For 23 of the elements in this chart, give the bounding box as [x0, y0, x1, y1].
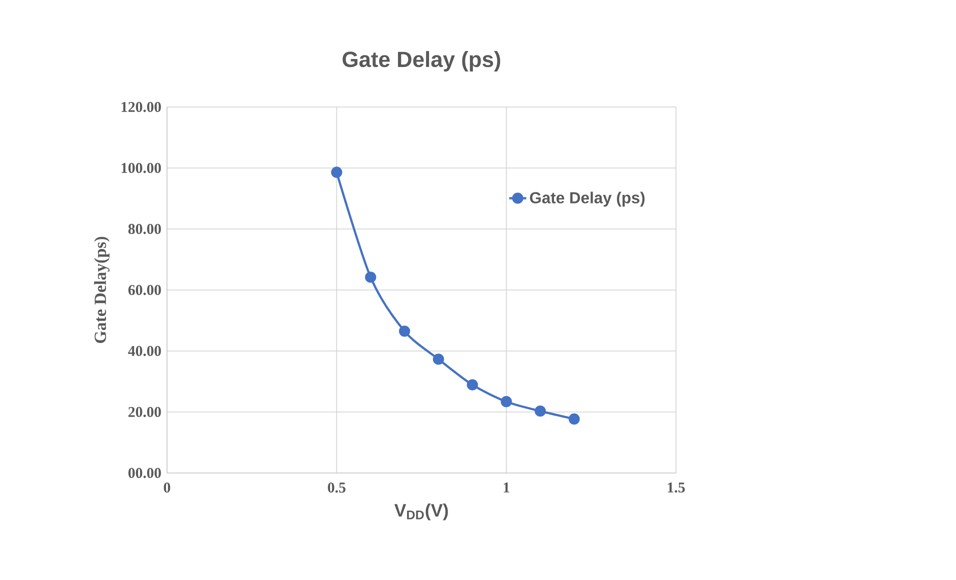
- y-axis-title: Gate Delay(ps): [94, 236, 110, 344]
- point: [331, 166, 342, 178]
- x-tick-label: 0: [164, 482, 170, 493]
- y-tick-label: 120.00: [122, 102, 161, 112]
- point: [568, 413, 580, 425]
- chart-title: Gate Delay (ps): [342, 51, 500, 72]
- point: [466, 379, 478, 390]
- point: [365, 272, 376, 283]
- point: [432, 354, 444, 365]
- y-tick-label: 00.00: [128, 468, 161, 478]
- x-tick-label: 1.5: [668, 482, 685, 493]
- point: [534, 406, 546, 417]
- point: [500, 396, 512, 408]
- y-tick-label: 20.00: [128, 406, 161, 418]
- legend-label: Gate Delay (ps): [530, 192, 645, 207]
- x-tick-label: 1: [504, 482, 510, 492]
- y-tick-label: 60.00: [128, 284, 161, 296]
- x-tick-label: 0.5: [328, 482, 346, 493]
- x-axis-title: V$_{DD}$(V): [394, 504, 448, 520]
- point: [398, 326, 410, 337]
- y-tick-label: 40.00: [128, 346, 161, 356]
- y-tick-label: 100.00: [122, 162, 161, 174]
- y-tick-label: 80.00: [128, 224, 161, 234]
